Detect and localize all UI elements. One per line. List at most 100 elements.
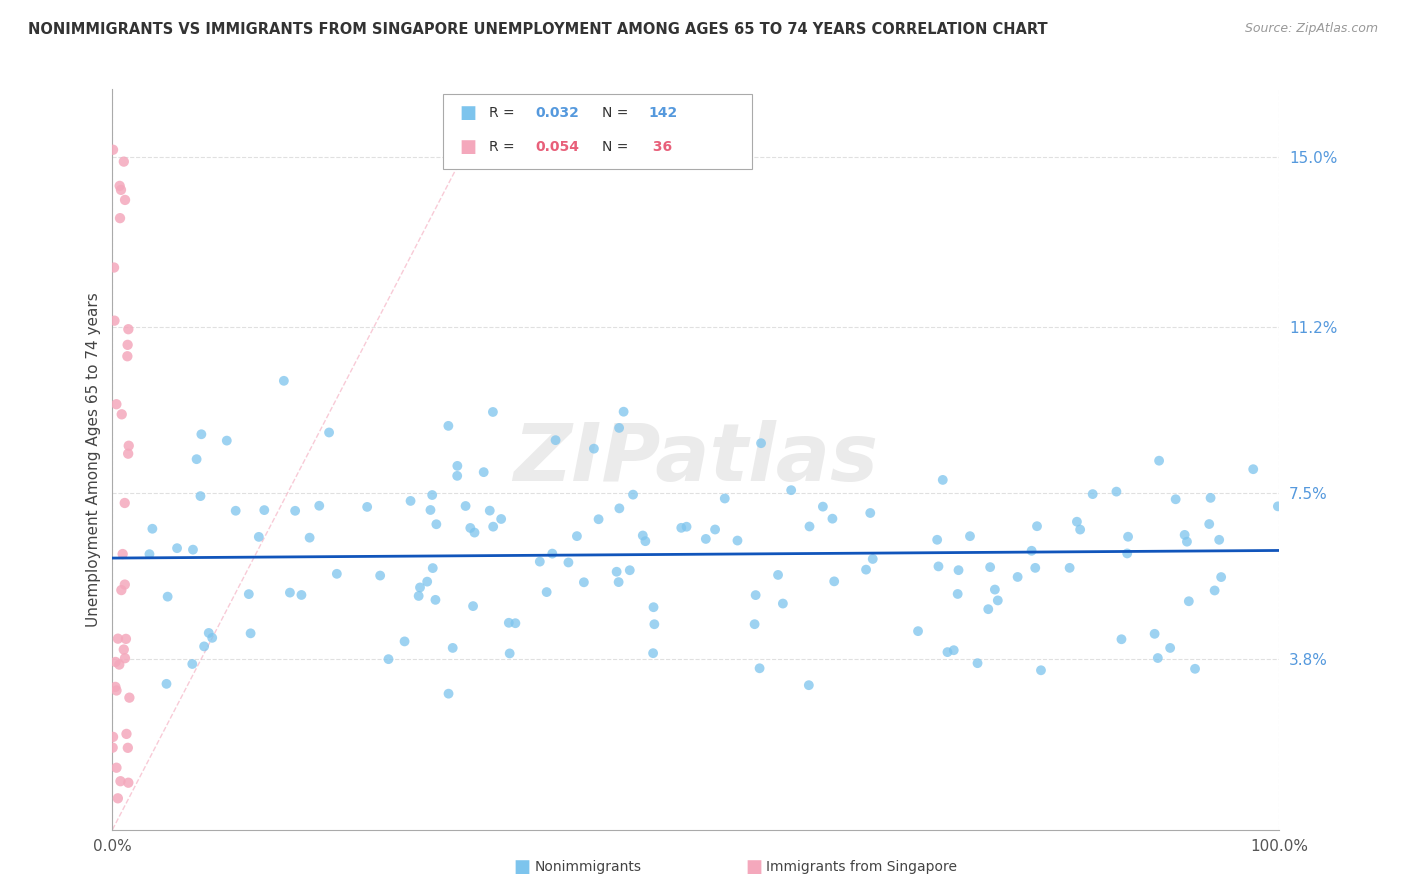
Point — [111, 407, 134, 421]
Point — [984, 582, 1007, 597]
Point — [1178, 594, 1201, 608]
Point — [1029, 663, 1052, 677]
Point — [105, 683, 128, 698]
Text: Source: ZipAtlas.com: Source: ZipAtlas.com — [1244, 22, 1378, 36]
Point — [1211, 570, 1233, 584]
Point — [454, 499, 477, 513]
Point — [101, 730, 124, 744]
Point — [105, 761, 128, 775]
Point — [748, 661, 770, 675]
Point — [572, 575, 595, 590]
Point — [138, 547, 160, 561]
Point — [110, 183, 132, 197]
Point — [247, 530, 270, 544]
Point — [298, 531, 321, 545]
Point — [472, 465, 495, 479]
Point — [609, 501, 631, 516]
Point — [108, 657, 131, 672]
Point — [1024, 561, 1046, 575]
Point — [1174, 528, 1197, 542]
Point — [1116, 546, 1139, 560]
Point — [114, 577, 136, 591]
Point — [482, 405, 505, 419]
Text: NONIMMIGRANTS VS IMMIGRANTS FROM SINGAPORE UNEMPLOYMENT AMONG AGES 65 TO 74 YEAR: NONIMMIGRANTS VS IMMIGRANTS FROM SINGAPO… — [28, 22, 1047, 37]
Point — [420, 488, 443, 502]
Point — [799, 519, 821, 533]
Point — [1146, 651, 1168, 665]
Point — [394, 634, 416, 648]
Point — [766, 568, 789, 582]
Point — [368, 568, 391, 582]
Point — [408, 589, 430, 603]
Point — [115, 632, 138, 646]
Text: Immigrants from Singapore: Immigrants from Singapore — [766, 860, 957, 874]
Point — [727, 533, 749, 548]
Point — [557, 556, 579, 570]
Point — [190, 427, 212, 442]
Point — [979, 560, 1001, 574]
Point — [104, 655, 127, 669]
Point — [238, 587, 260, 601]
Point — [117, 740, 139, 755]
Point — [399, 494, 422, 508]
Point — [308, 499, 330, 513]
Point — [1147, 453, 1170, 467]
Point — [201, 631, 224, 645]
Point — [117, 338, 139, 352]
Text: Nonimmigrants: Nonimmigrants — [534, 860, 641, 874]
Point — [1198, 516, 1220, 531]
Point — [478, 503, 501, 517]
Point — [253, 503, 276, 517]
Point — [859, 506, 882, 520]
Text: 142: 142 — [648, 106, 678, 120]
Text: ■: ■ — [513, 858, 530, 876]
Point — [110, 583, 132, 598]
Point — [862, 552, 884, 566]
Point — [613, 405, 636, 419]
Point — [101, 740, 124, 755]
Point — [114, 651, 136, 665]
Point — [437, 418, 460, 433]
Point — [193, 640, 215, 654]
Point — [1164, 492, 1187, 507]
Point — [821, 511, 844, 525]
Point — [1208, 533, 1230, 547]
Point — [946, 587, 969, 601]
Point — [966, 656, 988, 670]
Point — [1069, 523, 1091, 537]
Point — [117, 775, 139, 789]
Point — [278, 585, 301, 599]
Point — [959, 529, 981, 543]
Point — [529, 555, 551, 569]
Point — [927, 533, 949, 547]
Point — [927, 559, 949, 574]
Point — [103, 313, 125, 327]
Point — [156, 590, 179, 604]
Point — [1066, 515, 1088, 529]
Point — [419, 503, 441, 517]
Point — [416, 574, 439, 589]
Point — [643, 646, 665, 660]
Point — [117, 349, 139, 363]
Point — [634, 534, 657, 549]
Point — [446, 468, 468, 483]
Point — [489, 512, 512, 526]
Point — [823, 574, 845, 589]
Point — [103, 260, 125, 275]
Point — [117, 447, 139, 461]
Point — [107, 791, 129, 805]
Point — [977, 602, 1000, 616]
Point — [1199, 491, 1222, 505]
Point — [1143, 627, 1166, 641]
Point — [631, 528, 654, 542]
Text: ■: ■ — [745, 858, 762, 876]
Point — [936, 645, 959, 659]
Point — [197, 626, 219, 640]
Point — [318, 425, 340, 440]
Text: N =: N = — [602, 106, 633, 120]
Point — [1241, 462, 1264, 476]
Text: ■: ■ — [460, 104, 477, 122]
Point — [744, 588, 766, 602]
Text: ■: ■ — [460, 138, 477, 156]
Point — [117, 322, 139, 336]
